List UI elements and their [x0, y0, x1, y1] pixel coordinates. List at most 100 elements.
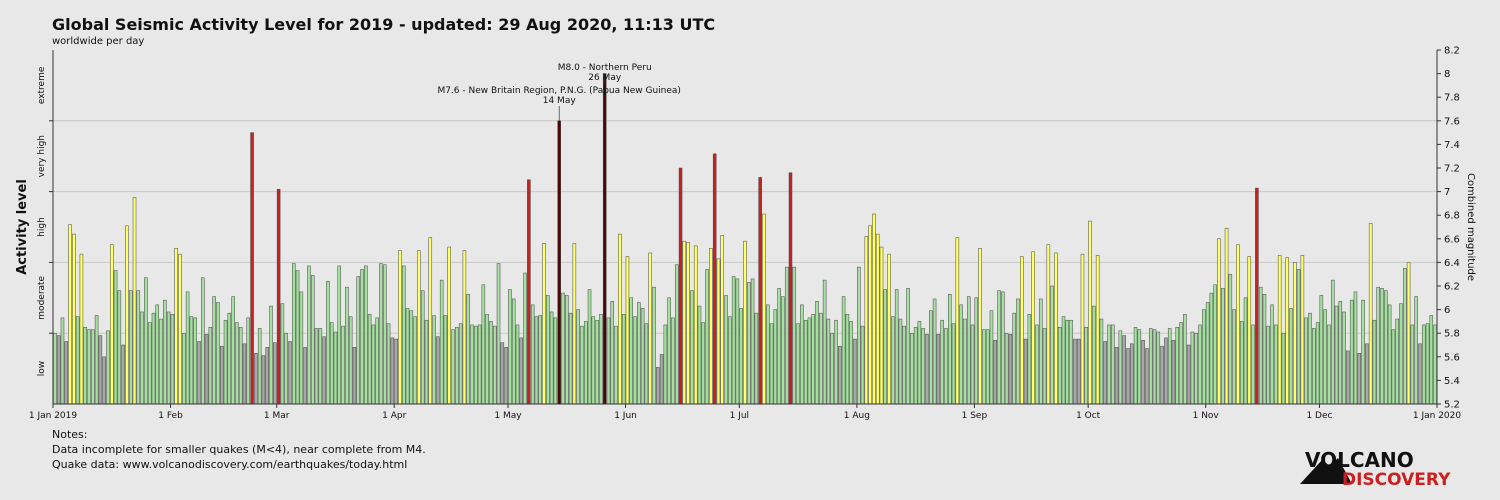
bar: [113, 270, 118, 405]
bar: [72, 233, 76, 405]
bar: [1092, 305, 1096, 405]
bar: [917, 321, 922, 405]
bar: [906, 288, 910, 405]
bar: [458, 323, 463, 405]
bar: [269, 305, 273, 405]
level-label: moderate: [37, 275, 47, 319]
bar: [553, 317, 558, 405]
level-label: high: [37, 217, 47, 237]
bar: [284, 332, 288, 405]
bar: [265, 347, 269, 405]
bar: [546, 295, 550, 405]
bar: [1209, 292, 1214, 405]
x-tick-label: 1 Apr: [382, 411, 406, 421]
bar: [932, 298, 937, 405]
bar: [110, 244, 114, 405]
bar: [875, 233, 880, 405]
bar: [925, 334, 929, 405]
bar: [1046, 244, 1051, 405]
bar: [572, 243, 577, 405]
bar: [1167, 328, 1172, 405]
bar: [1004, 332, 1009, 405]
y2-tick-label: 8: [1444, 69, 1450, 80]
bar: [132, 197, 137, 405]
bar: [845, 314, 850, 405]
bar: [1061, 316, 1066, 405]
bar: [894, 289, 899, 405]
bar: [106, 330, 110, 405]
bar: [424, 319, 429, 405]
bar: [367, 314, 372, 405]
bar: [731, 276, 736, 405]
bar: [56, 335, 61, 405]
bar: [686, 242, 690, 405]
bar: [887, 253, 891, 405]
bar: [1016, 298, 1020, 405]
bar: [1376, 286, 1380, 405]
bar: [614, 325, 618, 405]
bar: [807, 317, 812, 405]
bar: [102, 356, 106, 405]
bar: [860, 325, 865, 405]
x-tick-label: 1 Jul: [730, 411, 749, 421]
bar: [1433, 324, 1437, 405]
bar: [508, 289, 512, 405]
bar: [1228, 273, 1233, 405]
bar: [549, 311, 554, 405]
bar: [777, 288, 781, 405]
bar: [238, 327, 243, 405]
bar: [364, 265, 368, 405]
annotation-date: 14 May: [543, 96, 577, 106]
bar: [1039, 298, 1043, 405]
bar: [496, 263, 501, 405]
bar: [720, 235, 724, 405]
bar: [1277, 255, 1282, 405]
bar: [151, 312, 156, 405]
bar: [1224, 227, 1229, 405]
bar: [762, 213, 766, 405]
bar: [83, 327, 87, 405]
bar: [1239, 321, 1244, 405]
bar: [299, 291, 304, 405]
bar: [193, 317, 197, 405]
bar: [405, 308, 410, 405]
notes-line: Data incomplete for smaller quakes (M<4)…: [52, 443, 426, 456]
bar: [79, 253, 84, 405]
bar: [383, 264, 387, 405]
bar: [1403, 268, 1407, 405]
notes-heading: Notes:: [52, 428, 87, 441]
bar: [1262, 294, 1267, 405]
bar: [481, 284, 486, 405]
bar: [803, 319, 808, 405]
bar: [800, 304, 804, 405]
bar: [242, 343, 247, 405]
bar: [474, 325, 478, 405]
bar: [1221, 288, 1225, 405]
y2-tick-label: 7.4: [1444, 140, 1460, 151]
bar: [891, 316, 895, 405]
bar: [1145, 348, 1149, 405]
notes-line: Quake data: www.volcanodiscovery.com/ear…: [52, 458, 407, 471]
bar: [87, 329, 91, 405]
y2-tick-label: 6.4: [1444, 258, 1460, 269]
bar: [576, 309, 580, 405]
bar: [640, 308, 645, 405]
bar: [121, 344, 125, 405]
bar: [618, 233, 622, 405]
y2-tick-label: 7.2: [1444, 164, 1460, 175]
bar: [716, 258, 721, 405]
bar: [985, 329, 990, 405]
y2-tick-label: 7.6: [1444, 116, 1460, 127]
bar: [318, 328, 323, 405]
bar: [792, 266, 797, 405]
bar: [1008, 334, 1013, 405]
bar: [1353, 291, 1358, 405]
bar: [648, 252, 652, 405]
bar: [432, 315, 436, 405]
chart-subtitle: worldwide per day: [52, 36, 144, 47]
bar: [747, 282, 751, 405]
bar: [1270, 304, 1274, 405]
bar: [128, 290, 133, 405]
bar: [1315, 322, 1320, 405]
bar: [1384, 290, 1388, 405]
